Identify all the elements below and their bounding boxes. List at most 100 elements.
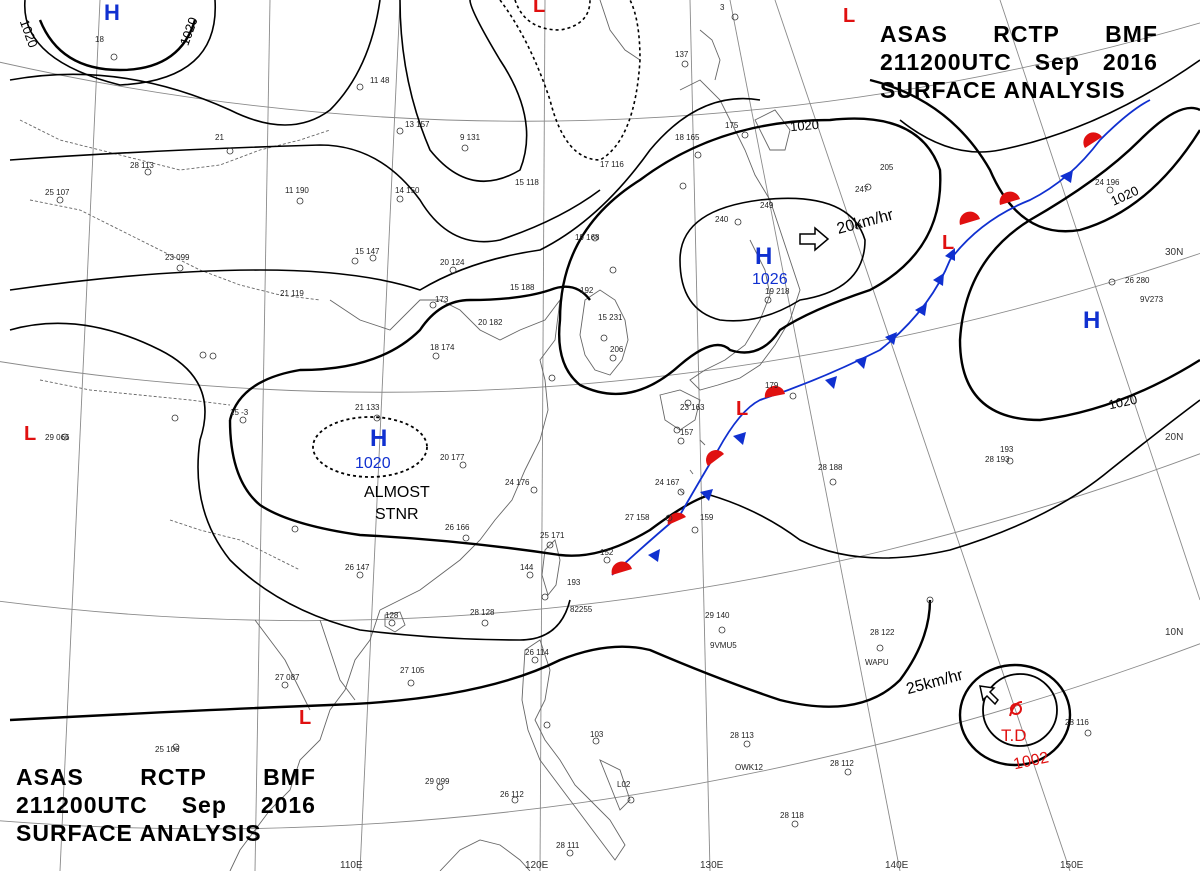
svg-text:175: 175 (725, 121, 739, 130)
svg-text:26 280: 26 280 (1125, 276, 1150, 285)
isobar-label: 1020 (789, 117, 819, 134)
svg-text:23 099: 23 099 (165, 253, 190, 262)
chart-header-bottom: ASAS RCTP BMF 211200UTC Sep 2016 SURFACE… (16, 763, 316, 847)
low-center: L (843, 5, 855, 27)
isobar-label: 1020 (17, 17, 41, 49)
almost-label: ALMOST (364, 484, 430, 501)
lon-label-110e: 110E (340, 860, 363, 871)
station-plots: 11 48 13 157 9 131 11 190 14 150 15 147 20 1… (45, 3, 1150, 857)
svg-text:28 118: 28 118 (780, 811, 804, 820)
svg-text:249: 249 (760, 201, 774, 210)
header-line-2: 211200UTC Sep 2016 (880, 48, 1158, 76)
high-center-japan: H (755, 243, 772, 270)
svg-text:29 140: 29 140 (705, 611, 730, 620)
header-product: ASAS (16, 764, 84, 790)
pressure-centers: H 1026 H 1020 H H L L L L L L (24, 0, 1100, 729)
high-center-china-pressure: 1020 (355, 455, 391, 472)
svg-text:26 147: 26 147 (345, 563, 370, 572)
td-symbol-icon (1009, 701, 1023, 717)
svg-text:23 163: 23 163 (680, 403, 705, 412)
svg-text:25 106: 25 106 (155, 745, 180, 754)
svg-text:28 112: 28 112 (830, 759, 854, 768)
svg-text:18 165: 18 165 (675, 133, 700, 142)
header-month: Sep (1034, 49, 1080, 75)
svg-text:159: 159 (700, 513, 714, 522)
header-month: Sep (181, 792, 227, 818)
svg-text:179: 179 (765, 381, 779, 390)
svg-text:18 174: 18 174 (430, 343, 455, 352)
svg-text:26 166: 26 166 (445, 523, 470, 532)
svg-text:29 066: 29 066 (45, 433, 70, 442)
header-line-1: ASAS RCTP BMF (880, 20, 1158, 48)
svg-text:20 177: 20 177 (440, 453, 465, 462)
svg-text:137: 137 (675, 50, 689, 59)
header-issuer: BMF (263, 764, 316, 790)
lon-label-140e: 140E (885, 860, 909, 871)
svg-text:28 193: 28 193 (985, 455, 1010, 464)
svg-text:17 116: 17 116 (600, 160, 624, 169)
svg-text:28 111: 28 111 (556, 841, 580, 850)
svg-text:13 157: 13 157 (405, 120, 430, 129)
svg-text:206: 206 (610, 345, 624, 354)
svg-text:21 133: 21 133 (355, 403, 380, 412)
svg-text:128: 128 (385, 611, 399, 620)
fronts (611, 99, 1151, 576)
low-center: L (942, 232, 954, 254)
header-product: ASAS (880, 21, 948, 47)
isobar-label: 1020 (177, 15, 201, 47)
header-title: SURFACE ANALYSIS (16, 820, 262, 846)
svg-text:28 113: 28 113 (730, 731, 754, 740)
header-line-2: 211200UTC Sep 2016 (16, 791, 316, 819)
svg-text:11 190: 11 190 (285, 186, 309, 195)
svg-text:28 128: 28 128 (470, 608, 495, 617)
svg-text:24 196: 24 196 (1095, 178, 1120, 187)
svg-text:157: 157 (680, 428, 694, 437)
svg-text:19 218: 19 218 (765, 287, 790, 296)
high-center-topleft: H (104, 0, 120, 25)
coastlines (19, 0, 801, 871)
svg-text:15 118: 15 118 (515, 178, 539, 187)
header-title: SURFACE ANALYSIS (880, 77, 1126, 103)
ship-id: OWK12 (735, 763, 764, 772)
ship-id: 9V273 (1140, 295, 1164, 304)
header-issuer: BMF (1105, 21, 1158, 47)
svg-text:29 099: 29 099 (425, 777, 450, 786)
lon-label-130e: 130E (700, 860, 724, 871)
svg-text:20 182: 20 182 (478, 318, 503, 327)
high-center-china: H (370, 425, 387, 452)
svg-text:28 122: 28 122 (870, 628, 895, 637)
lon-label-120e: 120E (525, 860, 549, 871)
header-time: 211200UTC (16, 792, 148, 818)
svg-text:21 119: 21 119 (280, 289, 304, 298)
low-center: L (24, 423, 36, 445)
td-pressure: 1002 (1012, 749, 1050, 773)
svg-text:11 48: 11 48 (370, 76, 390, 85)
low-center-frontal: L (736, 398, 748, 420)
lon-label-150e: 150E (1060, 860, 1084, 871)
svg-text:205: 205 (880, 163, 894, 172)
header-line-3: SURFACE ANALYSIS (880, 76, 1158, 104)
header-time: 211200UTC (880, 49, 1012, 75)
high-center-east: H (1083, 307, 1100, 334)
chart-header-top: ASAS RCTP BMF 211200UTC Sep 2016 SURFACE… (880, 20, 1158, 104)
svg-text:25 171: 25 171 (540, 531, 565, 540)
svg-text:27 158: 27 158 (625, 513, 650, 522)
svg-text:26 112: 26 112 (500, 790, 524, 799)
svg-text:3: 3 (720, 3, 725, 12)
svg-text:27 105: 27 105 (400, 666, 425, 675)
stnr-label: STNR (375, 506, 419, 523)
header-station: RCTP (140, 764, 207, 790)
motion-arrow-icon (979, 685, 999, 706)
lat-label-20n: 20N (1165, 432, 1183, 443)
td-label: T.D (1001, 726, 1027, 745)
isobar-label: 1020 (1107, 392, 1138, 413)
lat-lon-labels: 30N 20N 10N 110E 120E 130E 140E 150E (340, 247, 1183, 871)
svg-text:193: 193 (567, 578, 581, 587)
low-center: L (533, 0, 545, 17)
svg-text:192: 192 (580, 286, 594, 295)
high-center-japan-pressure: 1026 (752, 271, 788, 288)
header-station: RCTP (993, 21, 1060, 47)
svg-text:9 131: 9 131 (460, 133, 481, 142)
svg-text:193: 193 (1000, 445, 1014, 454)
